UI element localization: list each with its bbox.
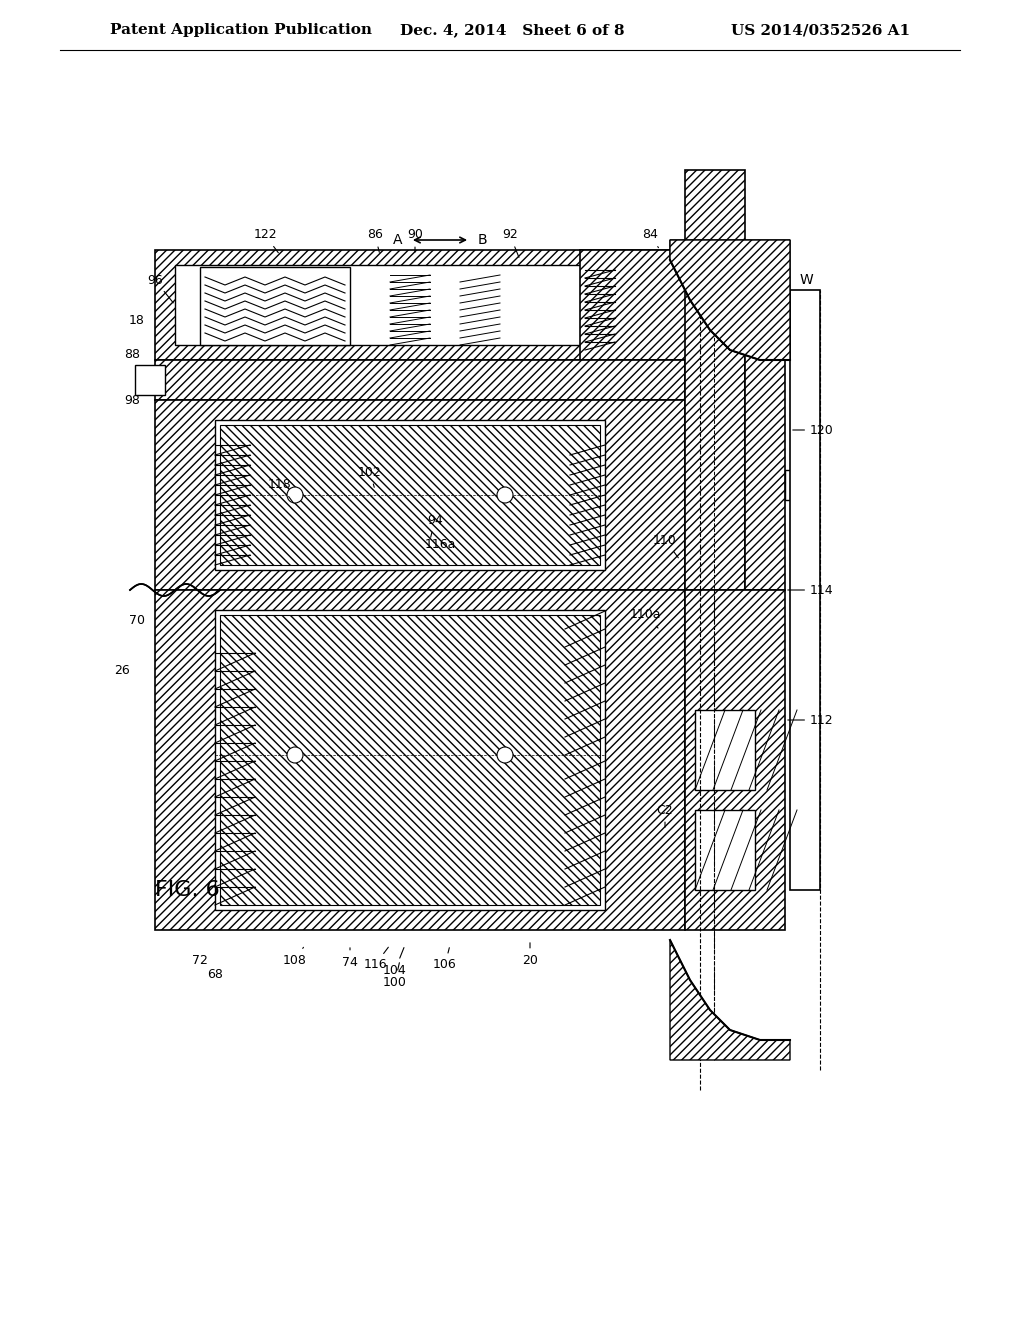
Text: 92: 92 xyxy=(502,228,519,257)
Bar xyxy=(785,470,815,500)
Text: 72: 72 xyxy=(193,953,208,966)
Text: FIG. 6: FIG. 6 xyxy=(155,880,220,900)
Text: 98: 98 xyxy=(124,393,140,407)
Text: 94: 94 xyxy=(427,513,442,537)
Polygon shape xyxy=(670,940,790,1060)
Text: US 2014/0352526 A1: US 2014/0352526 A1 xyxy=(731,22,910,37)
Bar xyxy=(155,400,685,590)
Text: 112: 112 xyxy=(787,714,834,726)
Text: B: B xyxy=(478,234,487,247)
Text: A: A xyxy=(392,234,402,247)
Text: 102: 102 xyxy=(358,466,382,487)
Text: 86: 86 xyxy=(367,228,383,252)
Bar xyxy=(215,610,605,909)
Text: 116: 116 xyxy=(364,948,388,972)
Text: 104: 104 xyxy=(383,948,407,977)
Text: 20: 20 xyxy=(522,942,538,966)
Text: C2: C2 xyxy=(656,804,674,828)
Bar xyxy=(155,590,685,931)
Bar xyxy=(685,170,745,590)
Text: 84: 84 xyxy=(642,228,658,248)
Bar xyxy=(695,710,755,789)
Circle shape xyxy=(497,487,513,503)
Text: 116a: 116a xyxy=(424,539,456,557)
Bar xyxy=(220,425,600,565)
Text: 100: 100 xyxy=(383,962,407,989)
Text: 96: 96 xyxy=(147,273,173,302)
Text: 114: 114 xyxy=(787,583,834,597)
Bar xyxy=(215,420,605,570)
Bar xyxy=(580,249,700,360)
Text: 118: 118 xyxy=(268,479,293,503)
Text: 26: 26 xyxy=(115,664,130,676)
Circle shape xyxy=(287,487,303,503)
Bar xyxy=(155,360,685,400)
Text: Patent Application Publication: Patent Application Publication xyxy=(110,22,372,37)
Text: 122: 122 xyxy=(253,228,279,252)
Text: Dec. 4, 2014   Sheet 6 of 8: Dec. 4, 2014 Sheet 6 of 8 xyxy=(399,22,625,37)
Polygon shape xyxy=(670,240,790,360)
Text: 18: 18 xyxy=(129,314,145,326)
Text: 88: 88 xyxy=(124,348,140,362)
Text: 74: 74 xyxy=(342,948,358,969)
Bar xyxy=(155,249,685,360)
Text: W: W xyxy=(800,273,814,286)
Text: 70: 70 xyxy=(129,614,145,627)
Bar xyxy=(790,290,820,890)
Bar xyxy=(175,265,665,345)
Text: 110: 110 xyxy=(653,533,678,558)
Text: 90: 90 xyxy=(408,228,423,252)
Bar xyxy=(220,615,600,906)
Text: 120: 120 xyxy=(793,424,834,437)
Bar xyxy=(695,810,755,890)
Text: 106: 106 xyxy=(433,948,457,972)
Bar xyxy=(685,590,785,931)
Bar xyxy=(745,260,785,590)
Text: 108: 108 xyxy=(283,948,307,966)
Bar xyxy=(200,267,350,345)
Circle shape xyxy=(497,747,513,763)
Polygon shape xyxy=(670,240,790,360)
Text: 110a: 110a xyxy=(630,609,660,628)
Text: 68: 68 xyxy=(207,969,223,982)
Circle shape xyxy=(287,747,303,763)
Bar xyxy=(135,366,165,395)
